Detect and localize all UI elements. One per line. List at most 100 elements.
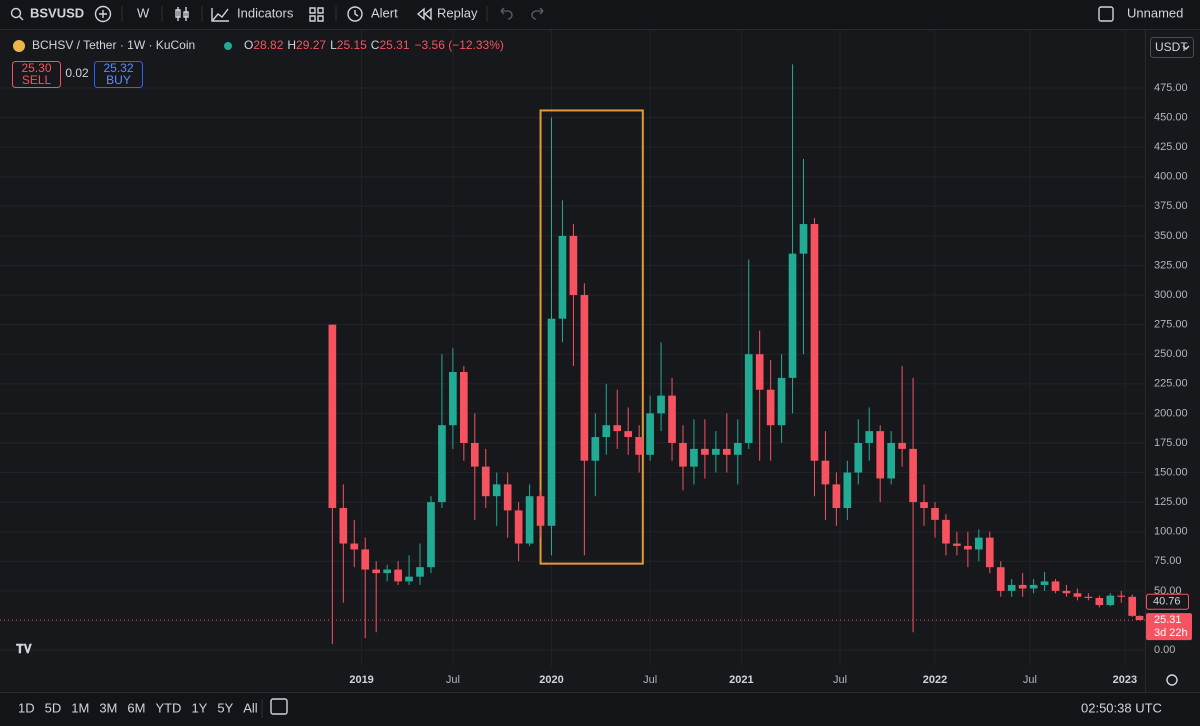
candle-body (920, 502, 928, 509)
candle-body (503, 484, 512, 511)
layout-name[interactable]: Unnamed (1127, 5, 1183, 20)
alert-icon[interactable] (347, 6, 363, 22)
last-price-tag (1146, 613, 1192, 641)
candle-body (898, 442, 906, 449)
candle-body (722, 448, 731, 455)
y-tick-label: 325.00 (1154, 259, 1188, 271)
candle-body (690, 448, 698, 467)
candle-body (964, 545, 972, 550)
legend: BCHSV / Tether · 1W · KuCoin O28.82 H29.2… (12, 38, 504, 88)
y-tick-label: 75.00 (1154, 555, 1182, 567)
candle-body (613, 425, 622, 432)
candle-body (514, 510, 523, 544)
symbol-logo (13, 40, 25, 52)
candle-body (558, 235, 567, 319)
candle-body (953, 543, 961, 546)
layout-checkbox[interactable] (1098, 6, 1114, 22)
ohlc-label: C (371, 38, 380, 52)
candle-body (569, 235, 578, 296)
candle-body (383, 569, 391, 574)
candle-body (525, 496, 534, 544)
ohlc-value: 29.27 (296, 38, 326, 52)
candle-body (744, 354, 753, 443)
candle-body (854, 442, 863, 473)
candle-body (843, 472, 852, 509)
candle-body (657, 395, 665, 414)
candle-body (1073, 593, 1082, 597)
ohlc-value: 25.31 (379, 38, 409, 52)
candle-body (777, 377, 786, 426)
y-tick-label: 150.00 (1154, 466, 1188, 478)
candle-body (460, 371, 468, 443)
highlight-box (539, 109, 644, 565)
icon (354, 10, 359, 17)
compare-button[interactable] (94, 5, 112, 23)
plot (0, 30, 1145, 666)
range-button[interactable]: 5D (45, 700, 62, 715)
settings-button[interactable] (1166, 674, 1178, 686)
candle-body (339, 508, 348, 544)
range-button[interactable]: 1D (18, 700, 35, 715)
redo-button[interactable] (531, 7, 544, 20)
candle-body (449, 371, 457, 426)
candle-body (755, 354, 764, 390)
buy-label: BUY (106, 73, 131, 87)
candle-body (799, 224, 808, 254)
candle-body (372, 569, 381, 574)
range-button[interactable]: 1Y (191, 700, 207, 715)
candle-body (701, 448, 709, 455)
range-button[interactable]: 6M (127, 700, 145, 715)
indicators-icon[interactable] (211, 8, 229, 22)
candle-body (668, 395, 676, 443)
spread: 0.02 (65, 66, 89, 80)
x-tick-label: 2021 (729, 674, 753, 686)
candle-body (427, 502, 435, 568)
symbol[interactable]: BSVUSD (30, 5, 84, 20)
replay-button[interactable]: Replay (437, 5, 478, 20)
ohlc-label: O (244, 38, 253, 52)
sell-label: SELL (22, 73, 52, 87)
candle-body (481, 466, 490, 497)
sell-price: 25.30 (21, 61, 51, 75)
candle-body (832, 484, 841, 509)
range-button[interactable]: 5Y (217, 700, 233, 715)
candle-body (974, 537, 983, 550)
legend-title: BCHSV / Tether · 1W · KuCoin (32, 38, 195, 52)
y-tick-label: 400.00 (1154, 171, 1188, 183)
y-tick-label: 0.00 (1154, 644, 1175, 656)
candle-body (679, 442, 687, 467)
templates-button[interactable] (309, 7, 324, 22)
ohlc-label: L (330, 38, 337, 52)
date-range-button[interactable] (270, 698, 288, 715)
y-tick-label: 450.00 (1154, 111, 1188, 123)
candle-body (712, 448, 720, 455)
candle-body (547, 318, 556, 526)
alert-button[interactable]: Alert (371, 5, 398, 20)
x-tick-label: 2020 (539, 674, 563, 686)
search-icon[interactable] (10, 7, 22, 19)
y-tick-label: 200.00 (1154, 407, 1188, 419)
candle-body (985, 537, 994, 568)
buy-button[interactable] (94, 61, 143, 88)
y-tick-label: 275.00 (1154, 319, 1188, 331)
y-tick-label: 100.00 (1154, 526, 1188, 538)
indicators-button[interactable]: Indicators (237, 5, 294, 20)
replay-icon[interactable] (416, 7, 432, 21)
range-button[interactable]: YTD (155, 700, 181, 715)
range-button[interactable]: 1M (71, 700, 89, 715)
sell-button[interactable] (12, 61, 61, 88)
range-button[interactable]: All (243, 700, 258, 715)
undo-button[interactable] (500, 7, 513, 20)
candle-body (394, 569, 402, 582)
toolbar: BSVUSD W Indicators Alert Replay Unnamed (10, 5, 1183, 23)
interval[interactable]: W (137, 5, 150, 20)
candle-body (646, 413, 654, 455)
range-button[interactable]: 3M (99, 700, 117, 715)
currency-button[interactable] (1150, 37, 1194, 58)
y-tick-label: 175.00 (1154, 437, 1188, 449)
currency: USDT (1155, 40, 1188, 54)
time-scale (0, 666, 1145, 692)
ohlc: O28.82 H29.27 L25.15 C25.31 −3.56 (−12.33%) (244, 38, 504, 52)
price-scale (1145, 30, 1200, 692)
chart-type-button[interactable] (175, 7, 189, 21)
